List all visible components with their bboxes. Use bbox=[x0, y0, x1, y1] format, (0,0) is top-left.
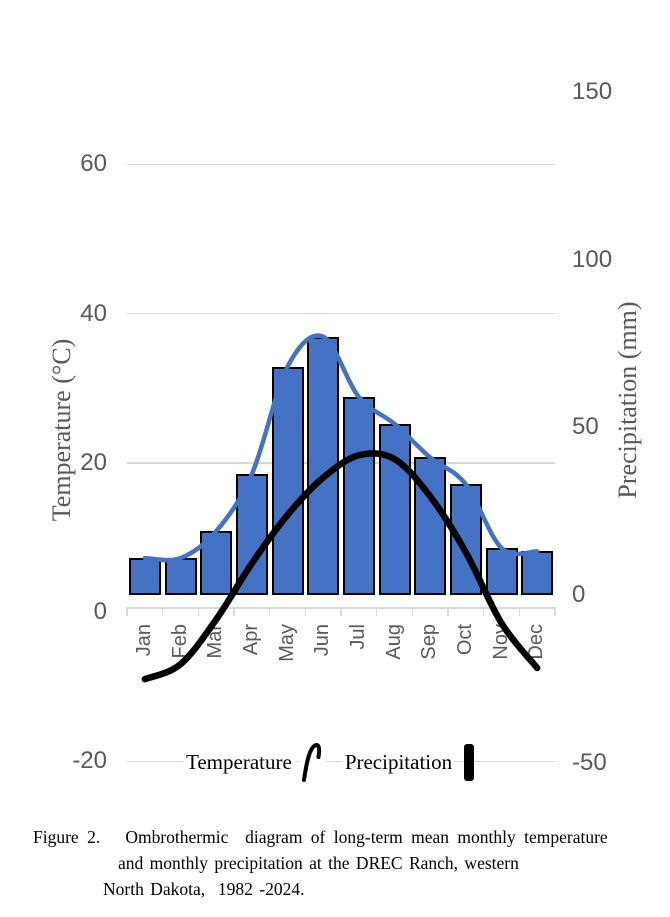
x-axis-tick bbox=[268, 607, 271, 616]
right-axis-tick-label: 0 bbox=[572, 581, 586, 608]
x-axis-tick bbox=[375, 607, 378, 616]
bar-aug bbox=[378, 423, 411, 595]
month-label-jun: Jun bbox=[311, 624, 334, 657]
right-axis-tick-label: 100 bbox=[572, 245, 613, 273]
left-axis-tick-label: 40 bbox=[80, 299, 107, 327]
month-label-sep: Sep bbox=[418, 624, 441, 660]
precipitation-bar-icon bbox=[464, 743, 475, 781]
bar-oct bbox=[449, 484, 482, 595]
ombrothermic-chart: Temperature (°C) Precipitation (mm) Temp… bbox=[47, 77, 642, 784]
month-label-oct: Oct bbox=[453, 624, 476, 656]
x-axis-tick bbox=[161, 607, 164, 616]
caption-line-3: North Dakota, 1982 -2024. bbox=[103, 879, 305, 899]
month-label-dec: Dec bbox=[525, 624, 548, 660]
month-label-apr: Apr bbox=[239, 624, 262, 656]
month-label-feb: Feb bbox=[168, 624, 191, 659]
x-axis-tick bbox=[197, 607, 200, 616]
x-axis-tick bbox=[518, 607, 521, 616]
x-axis-tick bbox=[304, 607, 307, 616]
bar-jan bbox=[128, 558, 161, 595]
month-label-may: May bbox=[275, 624, 298, 662]
legend-gap bbox=[326, 762, 342, 763]
caption-line-2: and monthly precipitation at the DREC Ra… bbox=[118, 853, 519, 873]
left-axis-tick-label: -20 bbox=[72, 747, 107, 775]
x-axis-tick bbox=[411, 607, 414, 616]
bar-mar bbox=[200, 531, 233, 595]
left-axis-tick-label: 60 bbox=[80, 150, 107, 178]
x-axis-tick bbox=[126, 607, 128, 616]
bar-feb bbox=[164, 558, 197, 595]
x-axis-tick bbox=[233, 607, 235, 616]
right-axis-tick-label: 50 bbox=[572, 413, 599, 441]
right-axis-tick-label: 150 bbox=[572, 77, 613, 105]
month-label-jan: Jan bbox=[132, 624, 155, 657]
bar-jul bbox=[342, 397, 375, 595]
bar-sep bbox=[414, 457, 447, 595]
bar-dec bbox=[521, 551, 554, 595]
bar-apr bbox=[235, 474, 268, 595]
x-axis-tick bbox=[482, 607, 485, 616]
left-axis-title: Temperature (°C) bbox=[47, 338, 76, 522]
x-axis-tick bbox=[340, 607, 342, 616]
month-label-nov: Nov bbox=[489, 624, 512, 660]
legend: Temperature Precipitation bbox=[183, 740, 475, 784]
x-axis-tick bbox=[447, 607, 449, 616]
gridline-60 bbox=[127, 163, 555, 165]
gridline-40 bbox=[127, 312, 555, 315]
bar-may bbox=[271, 366, 304, 595]
month-label-aug: Aug bbox=[382, 624, 405, 660]
left-axis-tick-label: 0 bbox=[93, 598, 107, 625]
left-axis-tick-label: 20 bbox=[80, 448, 107, 476]
legend-temperature-label: Temperature bbox=[183, 745, 295, 779]
month-label-mar: Mar bbox=[204, 624, 227, 659]
bar-jun bbox=[307, 336, 340, 595]
x-axis-tick bbox=[554, 607, 556, 616]
month-label-jul: Jul bbox=[346, 624, 369, 650]
legend-precipitation-label: Precipitation bbox=[341, 745, 456, 779]
gridline-20 bbox=[127, 462, 555, 464]
gridline--20 bbox=[127, 760, 555, 762]
temperature-line-icon bbox=[299, 740, 326, 784]
caption-line-1: Figure 2. Ombrothermic diagram of long-t… bbox=[33, 827, 608, 847]
bar-nov bbox=[485, 548, 518, 595]
right-axis-tick-label: -50 bbox=[572, 748, 607, 776]
